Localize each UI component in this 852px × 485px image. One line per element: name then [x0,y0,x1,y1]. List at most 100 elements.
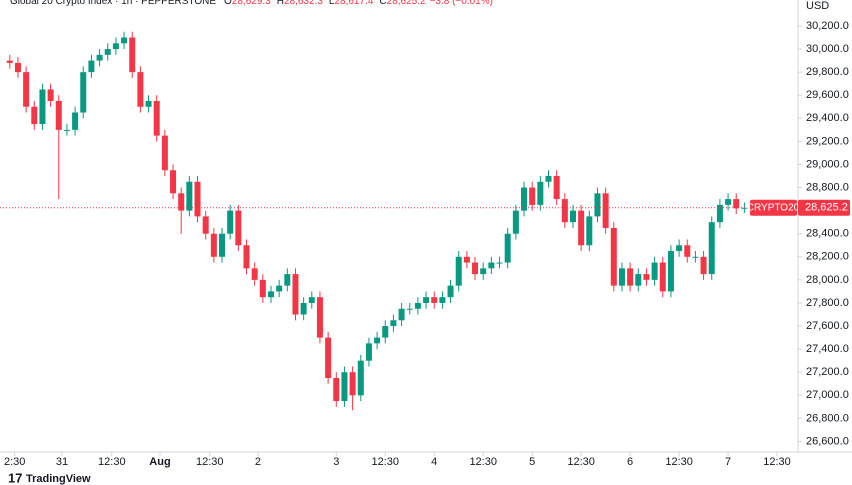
candle-body [447,285,454,298]
legend-key: H [277,0,284,7]
candle-body [667,251,674,292]
candle-body [243,245,250,269]
candle-body [259,279,266,298]
y-tick-label: 27,200.0 [806,366,849,378]
brand-name: TradingView [26,473,91,485]
candle-body [618,268,625,286]
candle-body [627,268,634,286]
candle-body [463,256,470,263]
candle-body [512,210,519,234]
candle-body [480,268,487,275]
candle-body [276,285,283,292]
candle-body [610,227,617,286]
candle-body [161,135,168,171]
x-tick-label: 12:30 [469,456,497,468]
currency: USD [806,0,829,12]
candle-body [349,372,356,396]
candle-body [643,274,650,280]
candle-body [96,54,103,61]
x-tick-label: 3 [333,456,339,468]
candle-body [586,216,593,246]
x-tick-label: 7 [725,456,731,468]
candle-body [439,297,446,303]
candle-body [684,245,691,257]
legend-value: 28,632.3 [284,0,323,7]
candle-body [55,100,62,130]
candle-body [14,62,21,73]
candle-body [700,256,707,275]
candle-body [145,100,152,107]
candle-body [137,72,144,107]
y-tick-label: 29,200.0 [806,135,849,147]
candle-body [602,193,609,228]
x-tick-label: Aug [149,456,170,468]
legend-key: L [329,0,335,7]
x-tick-label: 5 [529,456,535,468]
candle-body [316,297,323,338]
candle-body [382,326,389,338]
symbol-tag [750,199,797,216]
candle-body [414,302,421,309]
y-tick-label: 26,600.0 [806,435,849,447]
candle-body [594,193,601,217]
y-tick-label: 30,200.0 [806,20,849,32]
candle-body [186,181,193,211]
candle-body [284,274,291,286]
change: −3.8 (−0.01%) [430,0,493,7]
candle-body [23,72,30,107]
candle-body [423,297,430,303]
candle-body [31,106,38,125]
x-tick-label: 12:30 [371,456,399,468]
candle-body [210,233,217,257]
x-tick-label: 2:30 [4,456,25,468]
candle-body [659,262,666,292]
candle-body [365,343,372,361]
candle-body [267,291,274,298]
candle-body [651,262,658,280]
candle-body [235,210,242,246]
candle-body [741,207,748,209]
header: Global 20 Crypto Index · 1h · PEPPERSTON… [10,0,493,7]
candle-body [153,100,160,136]
price-tag [798,199,850,216]
candle-body [47,89,54,101]
y-tick-label: 27,800.0 [806,297,849,309]
candle-body [292,274,299,315]
candle-body [725,199,732,205]
candle-body [561,199,568,223]
candle-body [170,170,177,194]
candle-body [374,337,381,344]
x-tick-label: 12:30 [196,456,224,468]
symbol-label: CRYPTO20 [747,202,800,213]
candle-body [129,37,136,73]
y-tick-label: 29,800.0 [806,66,849,78]
candle-body [63,129,70,131]
legend-value: 28,625.2 [387,0,426,7]
candle-body [472,262,479,275]
candle-body [578,210,585,246]
legend-key: O [224,0,232,7]
candle-body [708,222,715,275]
candle-body [431,297,438,303]
candle-body [537,181,544,205]
x-tick-label: 2 [255,456,261,468]
title: Global 20 Crypto Index · 1h · PEPPERSTON… [10,0,216,7]
legend-value: 28,617.4 [334,0,373,7]
candle-body [390,320,397,327]
candle-body [676,245,683,252]
x-tick-label: 12:30 [665,456,693,468]
candle-body [219,233,226,257]
y-tick-label: 27,000.0 [806,389,849,401]
candle-body [692,256,699,258]
candle-body [357,360,364,396]
x-tick-label: 12:30 [763,456,791,468]
y-tick-label: 29,400.0 [806,112,849,124]
candle-body [553,176,560,200]
candle-body [635,274,642,286]
candle-body [545,176,552,182]
candle-body [104,49,111,55]
candle-body [398,308,405,321]
x-tick-label: 12:30 [567,456,595,468]
y-tick-label: 28,200.0 [806,251,849,263]
